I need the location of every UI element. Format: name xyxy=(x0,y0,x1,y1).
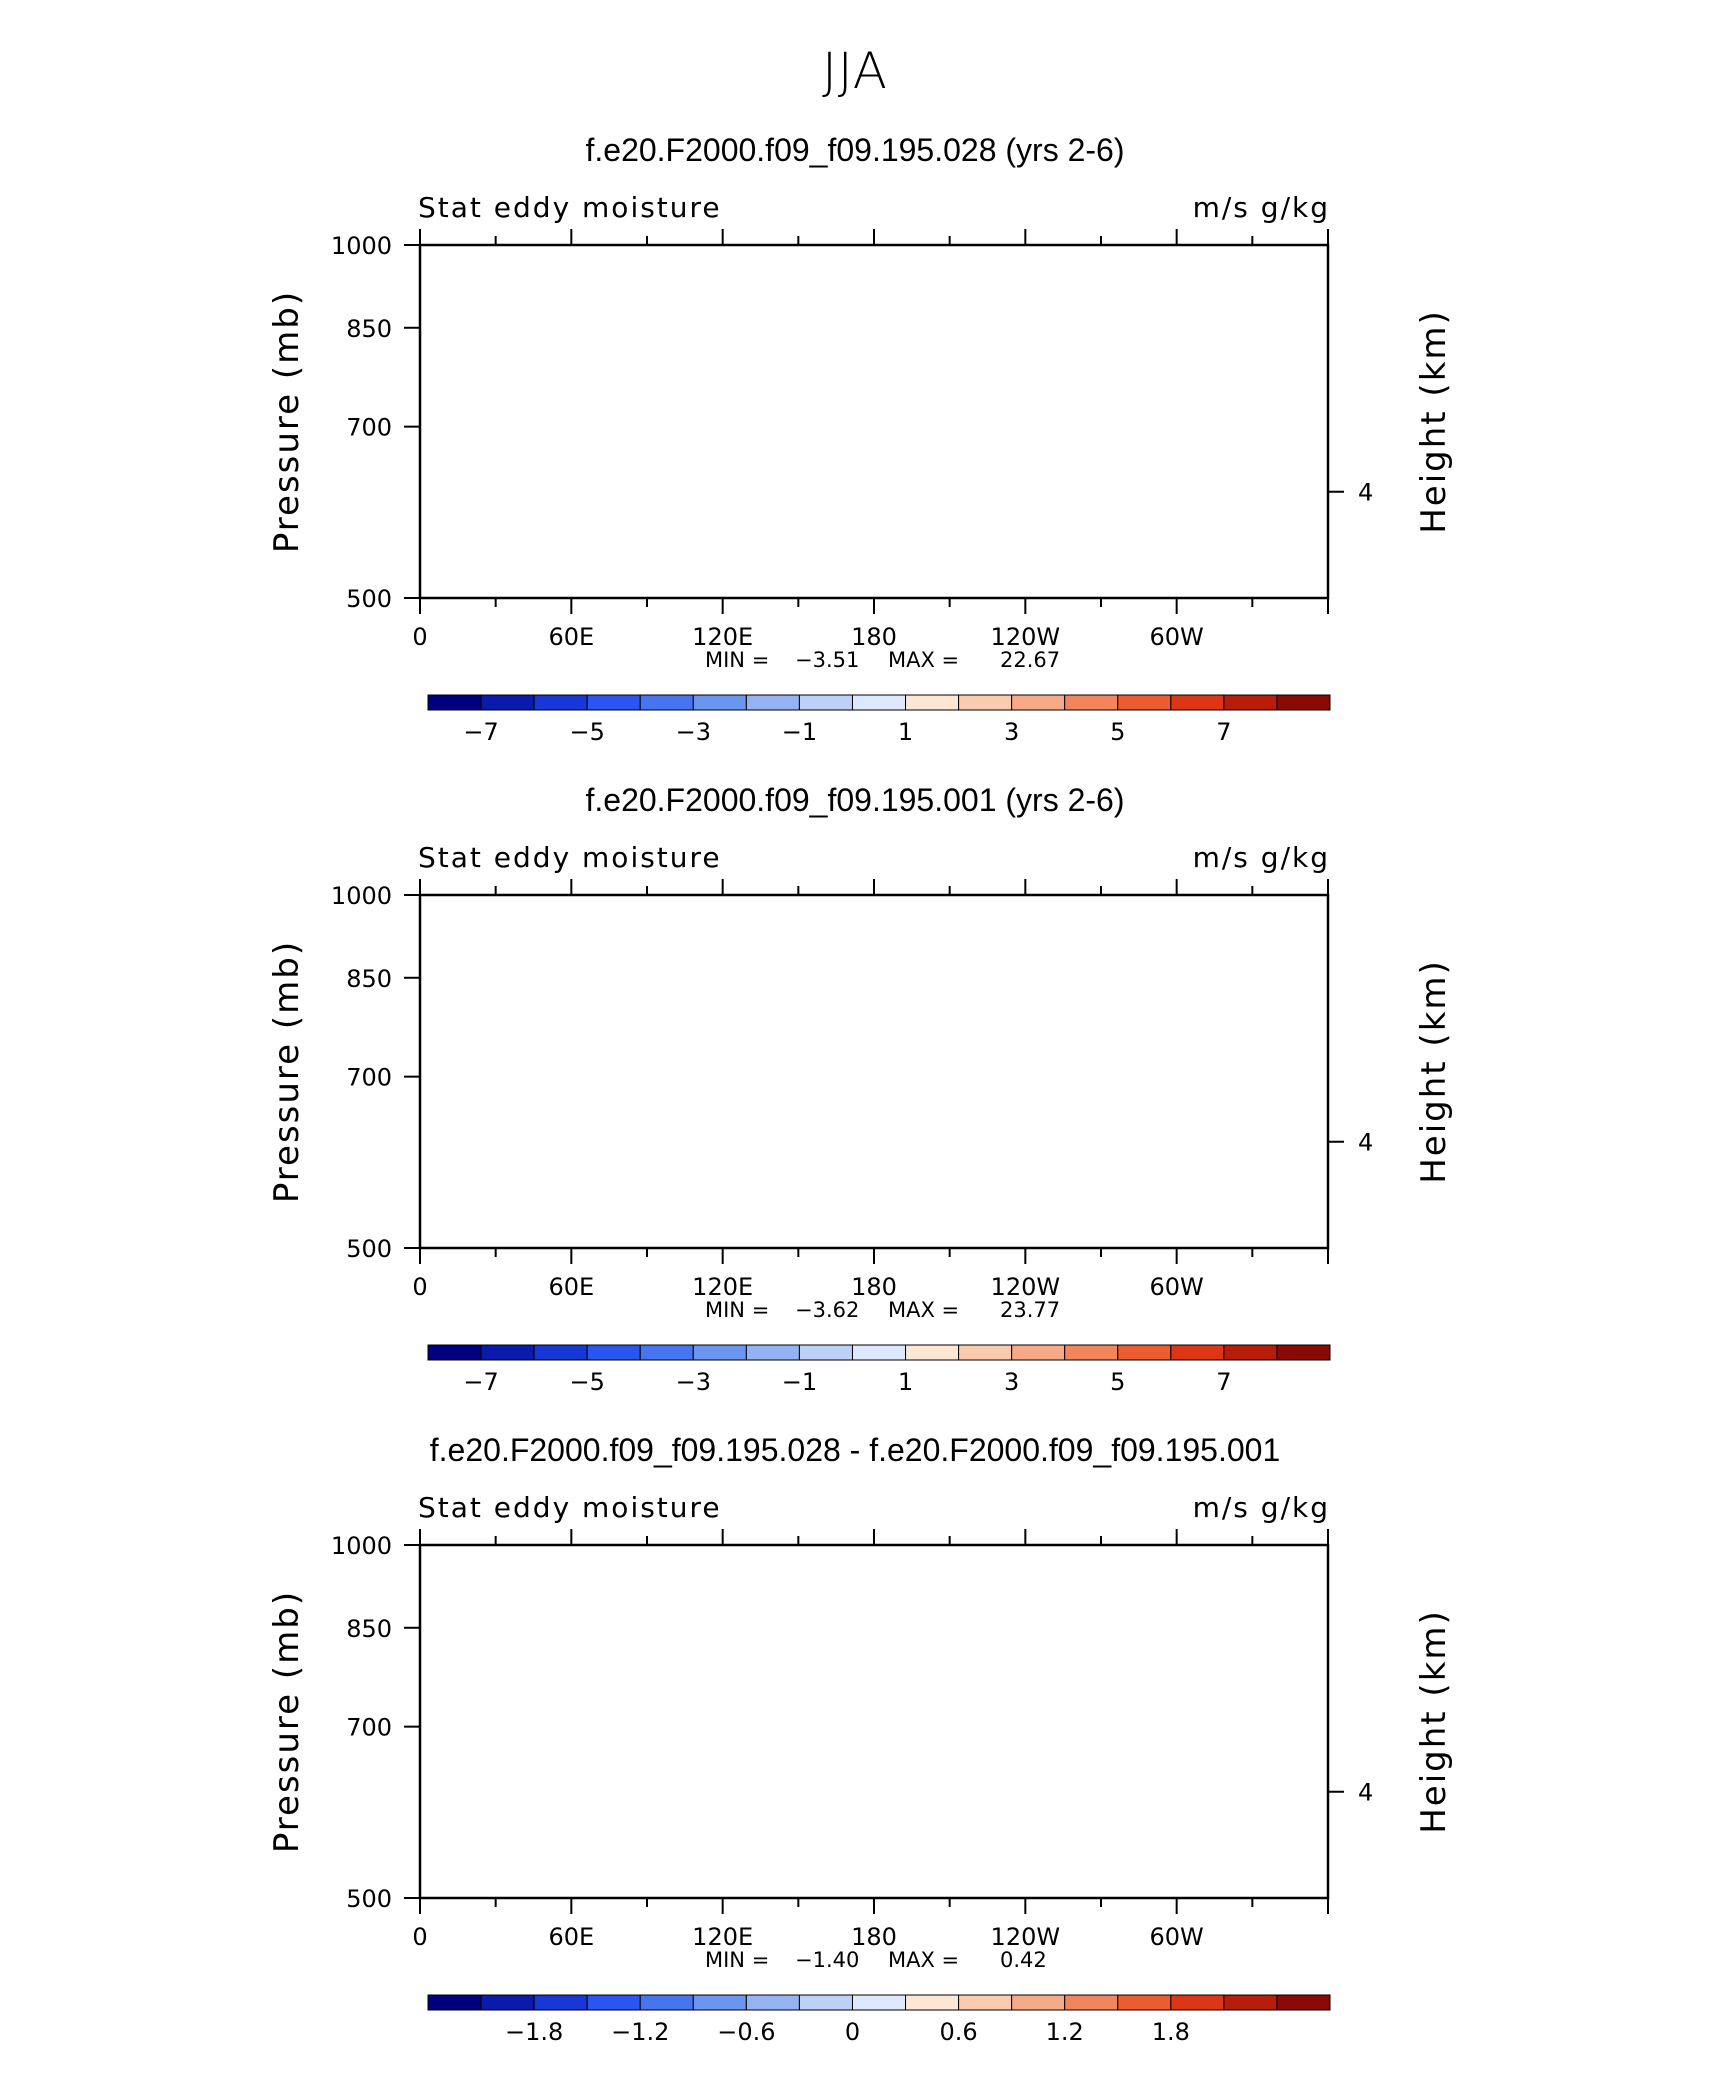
page-title: JJA xyxy=(0,42,1710,100)
